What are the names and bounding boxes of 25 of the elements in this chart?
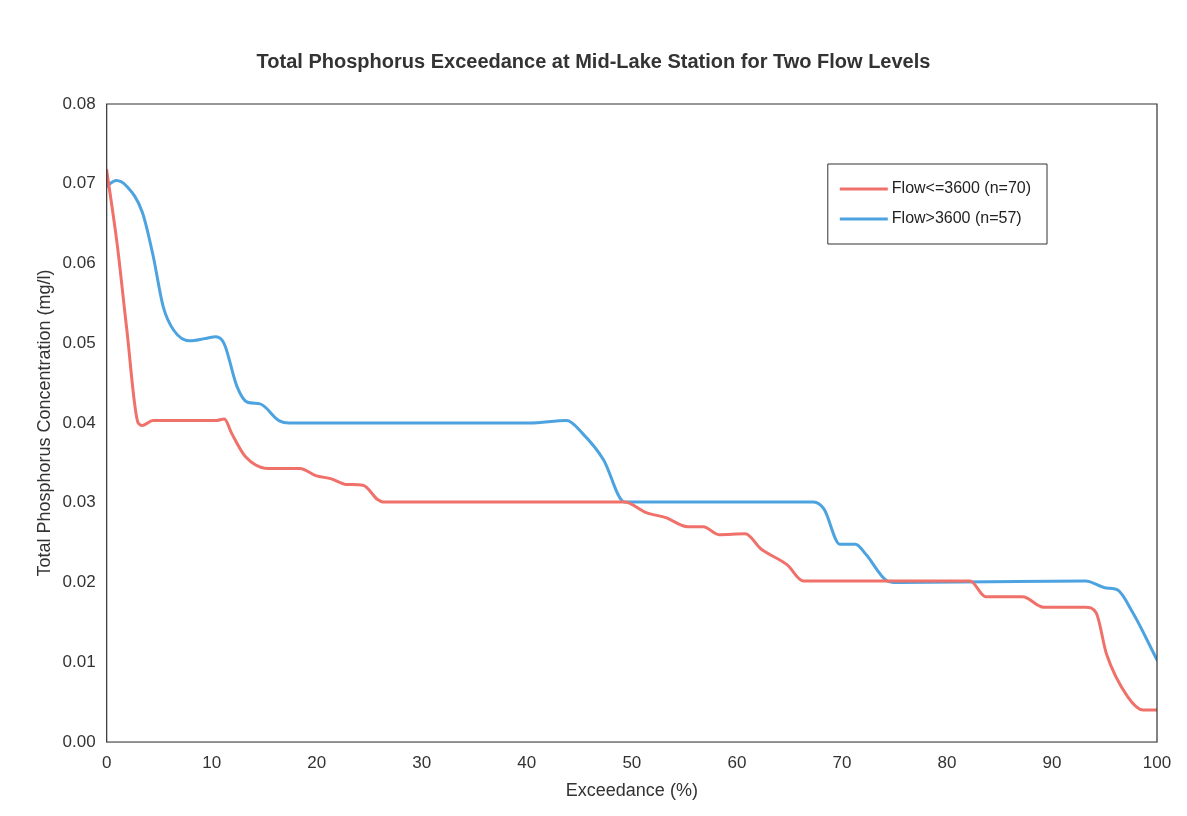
x-tick-label: 10: [202, 752, 222, 772]
x-tick-label: 70: [832, 752, 852, 772]
y-axis-title: Total Phosphorus Concentration (mg/l): [33, 269, 54, 577]
x-tick-label: 30: [412, 752, 432, 772]
x-tick-label: 50: [622, 752, 642, 772]
x-tick-label: 80: [937, 752, 957, 772]
x-tick-label: 100: [1142, 752, 1172, 772]
y-tick-label: 0.07: [62, 173, 96, 193]
y-tick-label: 0.08: [62, 93, 96, 113]
chart-title: Total Phosphorus Exceedance at Mid-Lake Station for Two Flow Levels: [256, 49, 931, 72]
x-tick-label: 20: [307, 752, 327, 772]
y-tick-label: 0.00: [62, 731, 96, 751]
legend-label: Flow>3600 (n=57): [891, 209, 1022, 227]
x-tick-label: 40: [517, 752, 537, 772]
y-tick-label: 0.04: [62, 412, 96, 432]
y-tick-label: 0.05: [62, 332, 96, 352]
y-tick-label: 0.01: [62, 651, 96, 671]
x-tick-label: 60: [727, 752, 747, 772]
x-tick-label: 0: [101, 752, 112, 772]
y-tick-label: 0.06: [62, 253, 96, 273]
x-tick-label: 90: [1042, 752, 1062, 772]
y-tick-label: 0.03: [62, 492, 96, 512]
y-tick-label: 0.02: [62, 572, 96, 592]
legend-label: Flow<=3600 (n=70): [891, 179, 1031, 197]
x-axis-title: Exceedance (%): [565, 780, 698, 801]
